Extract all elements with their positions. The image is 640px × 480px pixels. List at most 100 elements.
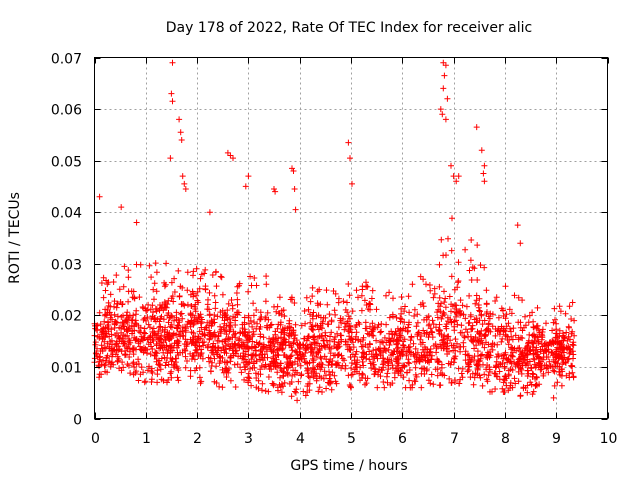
data-point <box>209 272 216 278</box>
data-point <box>559 356 566 363</box>
data-point <box>152 349 159 356</box>
data-point <box>250 360 257 367</box>
data-point <box>211 316 218 323</box>
data-point <box>96 363 103 370</box>
data-point <box>473 342 480 349</box>
data-point <box>271 343 278 350</box>
data-point <box>246 335 253 342</box>
data-point <box>438 300 444 307</box>
data-point <box>170 298 177 305</box>
data-point <box>368 365 375 372</box>
data-point <box>346 328 353 335</box>
data-point <box>549 352 556 359</box>
data-point <box>503 311 510 318</box>
data-point <box>397 332 404 339</box>
data-point <box>550 394 557 401</box>
data-point <box>130 288 137 295</box>
data-point <box>193 292 200 299</box>
data-point <box>362 325 369 332</box>
data-point <box>362 381 368 388</box>
data-point <box>484 309 490 315</box>
data-point <box>292 206 299 213</box>
data-point <box>261 343 267 350</box>
data-point <box>462 326 469 333</box>
data-point <box>552 316 558 323</box>
data-point <box>411 306 418 313</box>
data-point <box>429 329 436 336</box>
data-point <box>213 363 220 370</box>
data-point <box>276 294 283 301</box>
data-point <box>124 309 131 316</box>
data-point <box>437 303 443 310</box>
data-point <box>503 382 510 389</box>
data-point <box>190 268 197 275</box>
data-point <box>559 337 566 344</box>
data-point <box>346 382 353 388</box>
data-point <box>245 314 252 321</box>
data-point <box>237 364 244 371</box>
data-point <box>154 379 161 386</box>
data-point <box>440 341 446 348</box>
data-point <box>501 365 508 371</box>
data-point <box>427 287 434 294</box>
data-point <box>197 275 204 282</box>
data-point <box>363 279 369 286</box>
data-point <box>187 373 194 380</box>
data-point <box>484 352 491 359</box>
data-point <box>556 368 563 375</box>
data-point <box>489 311 496 318</box>
data-point <box>455 259 462 266</box>
data-point <box>543 362 550 369</box>
data-point <box>242 363 249 370</box>
data-point <box>160 316 167 323</box>
data-point <box>184 321 191 328</box>
data-point <box>358 292 365 299</box>
data-point <box>120 322 126 328</box>
data-point <box>476 330 483 337</box>
data-point <box>563 329 570 336</box>
data-point <box>179 349 186 356</box>
data-point <box>526 331 533 338</box>
data-point <box>272 331 279 338</box>
data-point <box>323 287 330 294</box>
data-point <box>319 389 325 395</box>
data-point <box>240 359 247 366</box>
data-point <box>344 318 351 325</box>
data-point <box>405 356 412 363</box>
data-point <box>329 369 336 376</box>
data-point <box>543 320 549 327</box>
data-point <box>333 360 340 367</box>
data-point <box>556 327 563 334</box>
data-point <box>256 341 263 347</box>
data-point <box>225 300 232 307</box>
data-point <box>348 335 355 342</box>
data-point <box>119 359 126 366</box>
data-point <box>234 361 241 368</box>
data-point <box>292 348 299 355</box>
data-point <box>394 325 401 332</box>
data-point <box>432 366 439 373</box>
data-point <box>558 382 565 389</box>
data-point <box>423 281 429 288</box>
data-point <box>250 300 257 307</box>
data-point <box>187 367 194 374</box>
data-point <box>143 317 149 324</box>
data-point <box>144 314 151 321</box>
data-point <box>219 314 226 321</box>
data-point <box>358 354 365 361</box>
data-point <box>442 62 449 69</box>
data-point <box>481 162 488 169</box>
data-point <box>419 300 426 306</box>
data-point <box>137 261 144 268</box>
data-point <box>335 344 342 351</box>
data-point <box>467 313 474 320</box>
data-point <box>199 330 206 337</box>
data-point <box>332 311 339 318</box>
data-point <box>440 309 447 316</box>
data-point <box>496 368 503 375</box>
y-tick-label: 0.04 <box>51 206 82 222</box>
data-point <box>494 341 501 348</box>
data-point <box>452 336 459 343</box>
data-point <box>217 330 224 337</box>
data-point <box>370 361 376 368</box>
